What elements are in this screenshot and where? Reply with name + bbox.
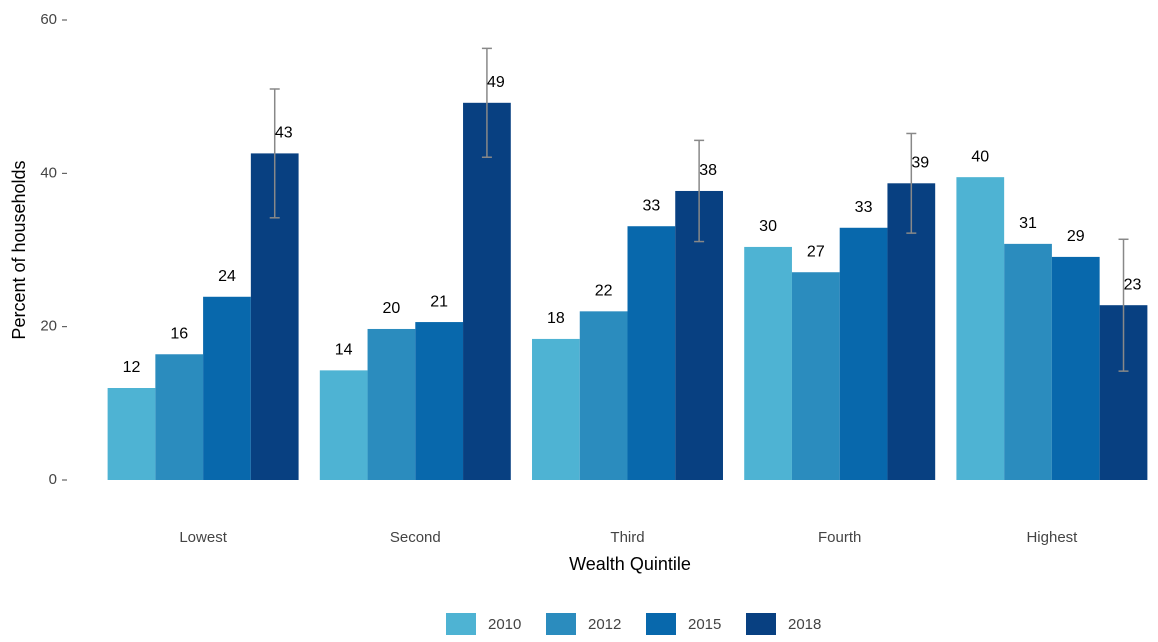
bar <box>532 338 580 480</box>
bar <box>956 177 1005 480</box>
bar <box>839 227 888 480</box>
data-label: 33 <box>855 199 873 216</box>
data-label: 14 <box>335 342 353 359</box>
bar <box>627 226 676 480</box>
bar <box>415 322 464 480</box>
data-label: 24 <box>218 268 236 285</box>
data-label: 31 <box>1019 215 1037 232</box>
data-label: 12 <box>123 359 141 376</box>
x-tick-label: Second <box>390 529 441 546</box>
bar <box>367 328 416 480</box>
data-label: 38 <box>699 162 717 179</box>
y-tick-label: 60 <box>40 11 57 28</box>
data-label: 39 <box>911 155 929 172</box>
x-axis-title: Wealth Quintile <box>569 554 691 574</box>
bar <box>155 354 204 480</box>
bar <box>203 296 251 480</box>
legend-label: 2015 <box>688 616 721 633</box>
data-label: 22 <box>595 283 613 300</box>
y-tick-label: 20 <box>40 318 57 335</box>
bar <box>319 370 368 480</box>
data-label: 16 <box>170 325 188 342</box>
bar <box>107 388 156 480</box>
legend-swatch <box>746 613 776 635</box>
bar <box>1004 243 1052 480</box>
legend-label: 2012 <box>588 616 621 633</box>
data-label: 23 <box>1124 276 1142 293</box>
data-label: 40 <box>971 148 989 165</box>
bar <box>791 272 840 480</box>
bar <box>579 311 628 480</box>
data-label: 43 <box>275 125 293 142</box>
y-tick-label: 40 <box>40 164 57 181</box>
x-tick-label: Fourth <box>818 529 861 546</box>
x-tick-label: Highest <box>1026 529 1078 546</box>
legend-swatch <box>446 613 476 635</box>
y-tick-label: 0 <box>49 471 57 488</box>
legend-label: 2018 <box>788 616 821 633</box>
data-label: 30 <box>759 218 777 235</box>
data-label: 27 <box>807 243 825 260</box>
data-label: 18 <box>547 310 565 327</box>
legend-swatch <box>546 613 576 635</box>
y-axis-title: Percent of households <box>9 160 29 339</box>
data-label: 29 <box>1067 228 1085 245</box>
data-label: 20 <box>383 300 401 317</box>
x-tick-label: Third <box>610 529 644 546</box>
bar <box>463 102 511 481</box>
data-label: 33 <box>642 197 660 214</box>
legend-label: 2010 <box>488 616 521 633</box>
bar <box>744 246 792 480</box>
data-label: 49 <box>487 74 505 91</box>
x-tick-label: Lowest <box>179 529 227 546</box>
legend-swatch <box>646 613 676 635</box>
data-label: 21 <box>430 293 448 310</box>
bar <box>1051 256 1100 480</box>
